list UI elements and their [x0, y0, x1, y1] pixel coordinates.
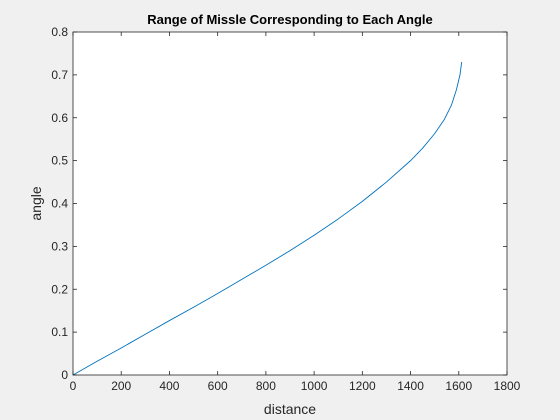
chart-title: Range of Missle Corresponding to Each An…	[147, 12, 433, 27]
x-tick-label: 1400	[397, 379, 424, 393]
series-line-0	[72, 61, 463, 376]
y-axis-ticks: 0 0.1 0.2 0.3 0.4 0.5 0.6 0.7 0.8	[51, 25, 507, 382]
y-tick-label: 0.5	[51, 154, 68, 168]
y-tick-label: 0.1	[51, 325, 68, 339]
x-tick-label: 800	[256, 379, 276, 393]
y-tick-label: 0.7	[51, 68, 68, 82]
y-tick-label: 0.6	[51, 111, 68, 125]
y-tick-label: 0.8	[51, 25, 68, 39]
series-layer	[72, 61, 463, 376]
x-axis-ticks: 0 200 400 600 800 1000 1200 1400 1600 1800	[70, 32, 521, 393]
x-tick-label: 1600	[445, 379, 472, 393]
x-tick-label: 1200	[349, 379, 376, 393]
x-tick-label: 1800	[494, 379, 521, 393]
y-tick-label: 0.3	[51, 239, 68, 253]
x-tick-label: 400	[159, 379, 179, 393]
x-tick-label: 1000	[301, 379, 328, 393]
x-tick-label: 200	[111, 379, 131, 393]
x-axis-label: distance	[264, 401, 316, 417]
x-tick-label: 600	[208, 379, 228, 393]
y-tick-label: 0	[61, 368, 68, 382]
y-tick-label: 0.4	[51, 197, 68, 211]
x-tick-label: 0	[70, 379, 77, 393]
y-axis-label: angle	[28, 186, 44, 220]
y-tick-label: 0.2	[51, 282, 68, 296]
plot-area	[73, 32, 507, 375]
